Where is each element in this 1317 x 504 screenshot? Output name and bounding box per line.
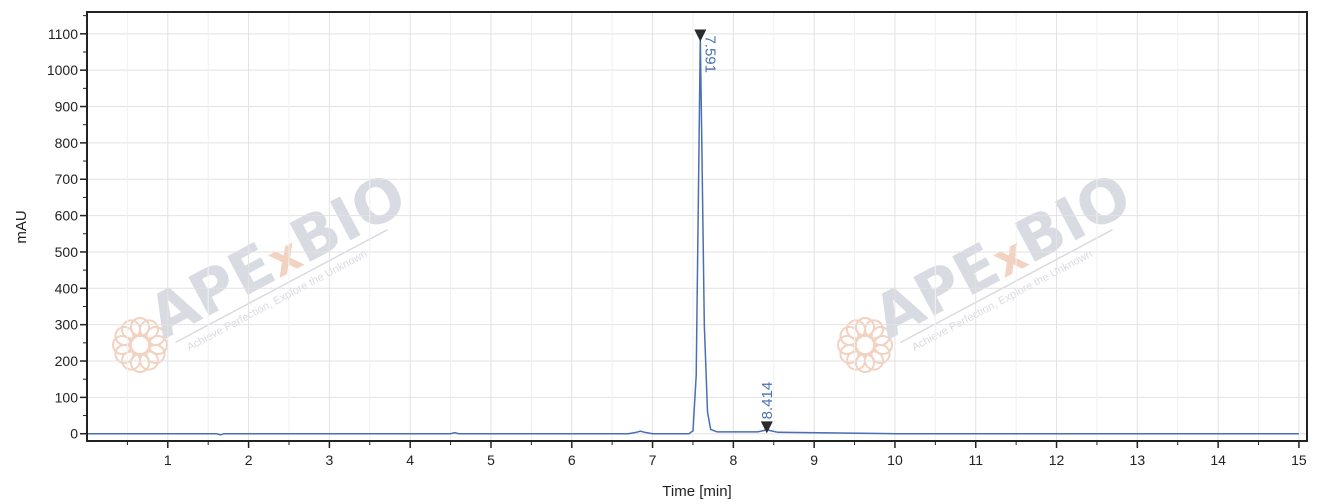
peak-marker [760, 421, 773, 434]
y-tick-label: 300 [55, 317, 79, 333]
x-tick-label: 1 [164, 452, 172, 468]
y-tick-label: 200 [55, 353, 79, 369]
peak-markers: 7.591 8.414 [694, 29, 776, 434]
x-axis-title: Time [min] [662, 483, 731, 500]
x-tick-label: 8 [729, 452, 737, 468]
x-tick-label: 6 [568, 452, 576, 468]
x-tick-label: 5 [487, 452, 495, 468]
y-tick-label: 600 [55, 208, 79, 224]
y-tick-label: 500 [55, 244, 79, 260]
y-tick-label: 900 [55, 99, 79, 115]
x-tick-label: 10 [887, 452, 903, 468]
y-tick-label: 1000 [47, 62, 78, 78]
x-tick-label: 12 [1049, 452, 1065, 468]
peak-label: 7.591 [701, 35, 718, 73]
x-tick-label: 9 [810, 452, 818, 468]
x-tick-label: 14 [1210, 452, 1226, 468]
x-tick-label: 4 [406, 452, 414, 468]
x-axis-ticks: 1 2 3 4 5 6 7 8 9 10 11 12 13 14 15 [126, 441, 1307, 468]
x-tick-label: 3 [325, 452, 333, 468]
y-axis-ticks: 0 100 200 300 400 500 600 700 800 900 1000 1100 [47, 15, 87, 442]
y-tick-label: 700 [55, 171, 79, 187]
x-tick-label: 13 [1130, 452, 1146, 468]
x-tick-label: 2 [245, 452, 253, 468]
y-tick-label: 1100 [48, 26, 78, 42]
x-tick-label: 15 [1291, 452, 1307, 468]
x-tick-label: 11 [968, 452, 983, 468]
series-line [87, 37, 1299, 436]
y-axis-title: mAU [13, 210, 30, 243]
y-tick-label: 100 [55, 389, 79, 405]
y-tick-label: 800 [55, 135, 79, 151]
peak-label: 8.414 [759, 382, 776, 420]
x-tick-label: 7 [649, 452, 657, 468]
y-tick-label: 0 [70, 426, 78, 442]
plot-frame [86, 11, 1308, 442]
peak-marker [694, 29, 707, 42]
y-tick-label: 400 [55, 280, 79, 296]
